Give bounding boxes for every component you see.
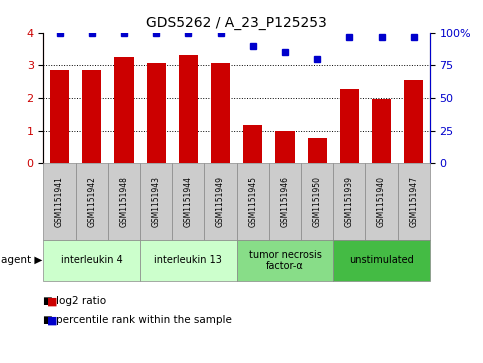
Text: GSM1151942: GSM1151942 bbox=[87, 176, 96, 227]
Text: agent ▶: agent ▶ bbox=[1, 256, 43, 265]
Text: GSM1151947: GSM1151947 bbox=[409, 176, 418, 227]
Title: GDS5262 / A_23_P125253: GDS5262 / A_23_P125253 bbox=[146, 16, 327, 30]
Text: ■: ■ bbox=[47, 296, 58, 306]
Bar bbox=[114, 57, 134, 163]
Text: interleukin 4: interleukin 4 bbox=[61, 256, 123, 265]
Bar bbox=[211, 63, 230, 163]
Bar bbox=[82, 70, 101, 163]
Text: GSM1151949: GSM1151949 bbox=[216, 176, 225, 227]
Text: GSM1151943: GSM1151943 bbox=[152, 176, 161, 227]
Bar bbox=[243, 125, 262, 163]
Text: GSM1151944: GSM1151944 bbox=[184, 176, 193, 227]
Bar bbox=[372, 99, 391, 163]
Text: GSM1151948: GSM1151948 bbox=[119, 176, 128, 227]
Text: ■: ■ bbox=[47, 315, 58, 325]
Text: interleukin 13: interleukin 13 bbox=[155, 256, 222, 265]
Text: GSM1151950: GSM1151950 bbox=[313, 176, 322, 227]
Bar bbox=[146, 63, 166, 163]
Bar bbox=[50, 70, 69, 163]
Text: GSM1151939: GSM1151939 bbox=[345, 176, 354, 227]
Text: GSM1151945: GSM1151945 bbox=[248, 176, 257, 227]
Text: GSM1151941: GSM1151941 bbox=[55, 176, 64, 227]
Text: GSM1151946: GSM1151946 bbox=[281, 176, 289, 227]
Text: GSM1151940: GSM1151940 bbox=[377, 176, 386, 227]
Bar bbox=[404, 80, 424, 163]
Text: ■ log2 ratio: ■ log2 ratio bbox=[43, 296, 107, 306]
Text: tumor necrosis
factor-α: tumor necrosis factor-α bbox=[249, 250, 321, 271]
Text: ■ percentile rank within the sample: ■ percentile rank within the sample bbox=[43, 315, 232, 325]
Bar bbox=[308, 138, 327, 163]
Bar bbox=[340, 89, 359, 163]
Bar bbox=[179, 55, 198, 163]
Bar bbox=[275, 131, 295, 163]
Text: unstimulated: unstimulated bbox=[349, 256, 414, 265]
